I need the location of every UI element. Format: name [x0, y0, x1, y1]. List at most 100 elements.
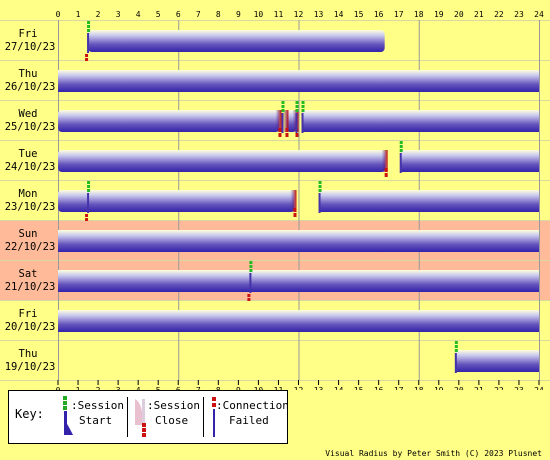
x-tick-label: 19 [434, 10, 444, 19]
session-start-marker [295, 105, 299, 108]
key-failed-line2: Failed [229, 414, 269, 427]
session-start-marker [454, 341, 458, 344]
session-close-marker [285, 128, 289, 132]
session-start-marker [87, 185, 91, 188]
x-tick-label-bottom: 8 [216, 386, 221, 390]
x-tick-label-bottom: 18 [414, 386, 424, 390]
day-name: Sat [19, 268, 38, 280]
day-name: Tue [19, 148, 38, 160]
session-bar [319, 190, 539, 212]
session-bar [88, 30, 385, 52]
x-tick-label: 8 [216, 10, 221, 19]
session-start-marker [295, 109, 299, 112]
session-start-stem [454, 353, 457, 373]
x-tick-label: 14 [334, 10, 344, 19]
x-tick-label-bottom: 11 [274, 386, 284, 390]
session-start-marker [281, 109, 285, 112]
x-tick-label-bottom: 21 [474, 386, 484, 390]
session-bar [58, 270, 539, 292]
x-tick-label-bottom: 17 [394, 386, 404, 390]
connection-failed-marker [85, 218, 89, 221]
session-close-marker [384, 173, 388, 177]
x-tick-label-bottom: 10 [254, 386, 264, 390]
session-close-marker [285, 133, 289, 137]
session-start-stem [301, 113, 304, 133]
x-tick-label-bottom: 3 [116, 386, 121, 390]
x-tick-label-bottom: 1 [76, 386, 81, 390]
session-bar [400, 150, 539, 172]
session-start-marker [87, 25, 91, 28]
connection-failed-key-icon [212, 397, 216, 437]
key-failed-line1: :Connection [216, 399, 289, 412]
x-tick-label: 9 [236, 10, 241, 19]
session-close-marker [293, 208, 297, 212]
session-start-marker [399, 149, 403, 152]
session-close-key-icon [135, 399, 146, 437]
session-start-stem [249, 273, 252, 293]
key-start-line1: :Session [71, 399, 124, 412]
x-tick-label-bottom: 24 [534, 386, 544, 390]
session-start-marker [318, 181, 322, 184]
x-tick-label-bottom: 6 [176, 386, 181, 390]
session-start-marker [87, 181, 91, 184]
x-tick-label: 23 [514, 10, 524, 19]
session-start-marker [399, 141, 403, 144]
day-name: Thu [19, 348, 38, 360]
session-start-stem [281, 113, 284, 133]
session-start-stem [318, 193, 321, 213]
x-tick-label: 4 [136, 10, 141, 19]
x-tick-label: 24 [534, 10, 544, 19]
session-start-marker [301, 105, 305, 108]
radius-timeline-chart: Fri27/10/23Thu26/10/23Wed25/10/23Tue24/1… [0, 10, 550, 390]
session-bar [302, 110, 539, 132]
x-tick-label: 12 [294, 10, 304, 19]
session-close-marker [278, 133, 282, 137]
x-tick-label: 18 [414, 10, 424, 19]
rows-layer: Fri27/10/23Thu26/10/23Wed25/10/23Tue24/1… [5, 21, 539, 373]
session-close-glow [275, 110, 282, 132]
x-tick-label: 13 [314, 10, 324, 19]
session-bar [455, 350, 539, 372]
session-start-marker [318, 189, 322, 192]
x-tick-label-bottom: 2 [96, 386, 101, 390]
x-tick-label: 7 [196, 10, 201, 19]
x-tick-label-bottom: 4 [136, 386, 141, 390]
session-close-glow [282, 110, 289, 132]
connection-failed-marker [247, 298, 251, 301]
session-start-marker [87, 29, 91, 32]
session-bar [58, 230, 539, 252]
x-tick-label-bottom: 13 [314, 386, 324, 390]
session-bar [58, 70, 539, 92]
x-tick-label-bottom: 19 [434, 386, 444, 390]
x-tick-label: 22 [494, 10, 504, 19]
day-name: Fri [19, 28, 38, 40]
day-date: 21/10/23 [5, 281, 56, 293]
key-close-line1: :Session [147, 399, 200, 412]
session-start-marker [87, 21, 91, 24]
day-date: 22/10/23 [5, 241, 56, 253]
x-tick-label-bottom: 7 [196, 386, 201, 390]
session-start-marker [249, 261, 253, 264]
session-start-marker [399, 145, 403, 148]
session-start-marker [454, 345, 458, 348]
session-close-glow [381, 150, 388, 172]
session-start-stem [295, 113, 298, 133]
session-bar [58, 190, 295, 212]
session-start-stem [87, 193, 90, 213]
session-start-marker [281, 101, 285, 104]
session-start-marker [87, 189, 91, 192]
x-tick-label: 1 [76, 10, 81, 19]
session-start-stem [87, 33, 90, 53]
day-name: Thu [19, 68, 38, 80]
session-start-stem [399, 153, 402, 173]
day-date: 23/10/23 [5, 201, 56, 213]
x-tick-label: 10 [254, 10, 264, 19]
x-tick-label: 21 [474, 10, 484, 19]
x-axis: 0011223344556677889910101111121213131414… [56, 10, 544, 390]
